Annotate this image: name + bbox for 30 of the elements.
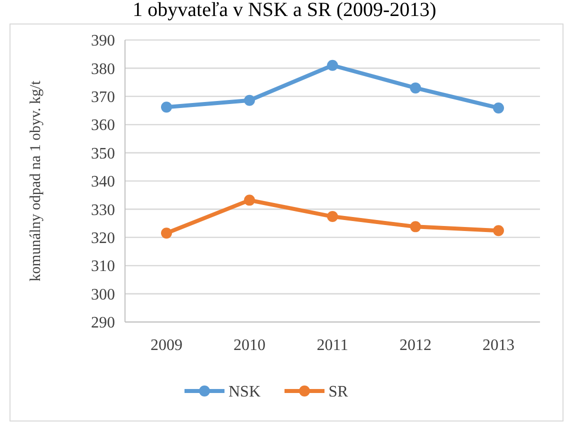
point [327, 60, 338, 71]
point [410, 82, 421, 94]
y-tick-label: 350 [91, 145, 115, 162]
point [161, 228, 172, 239]
y-tick-label: 300 [91, 286, 115, 304]
y-tick-label: 360 [91, 117, 115, 134]
y-tick-label: 330 [91, 202, 115, 219]
y-tick-label: 320 [91, 230, 115, 247]
x-tick-label: 2010 [234, 337, 266, 354]
y-tick-label: 380 [91, 60, 115, 78]
y-tick-label: 290 [91, 314, 115, 332]
x-tick-label: 2011 [316, 337, 348, 354]
point [327, 211, 338, 222]
x-tick-label: 2012 [400, 337, 432, 354]
x-tick-label: 2009 [150, 337, 182, 354]
y-tick-label: 310 [91, 258, 115, 276]
point [410, 221, 421, 232]
legend-label: SR [328, 384, 348, 401]
point [244, 94, 255, 106]
y-tick-label: 390 [91, 32, 115, 50]
point [493, 225, 504, 236]
point [493, 102, 504, 114]
chart-title: 1 obyvateľa v NSK a SR (2009-2013) [132, 0, 436, 21]
x-tick-label: 2013 [482, 337, 514, 354]
legend-label: NSK [228, 384, 261, 401]
y-axis-title: komunálny odpad na 1 obyv. kg/t [28, 80, 44, 282]
point [244, 194, 255, 206]
point [161, 102, 172, 113]
y-tick-label: 370 [91, 89, 115, 106]
y-tick-label: 340 [91, 174, 115, 191]
